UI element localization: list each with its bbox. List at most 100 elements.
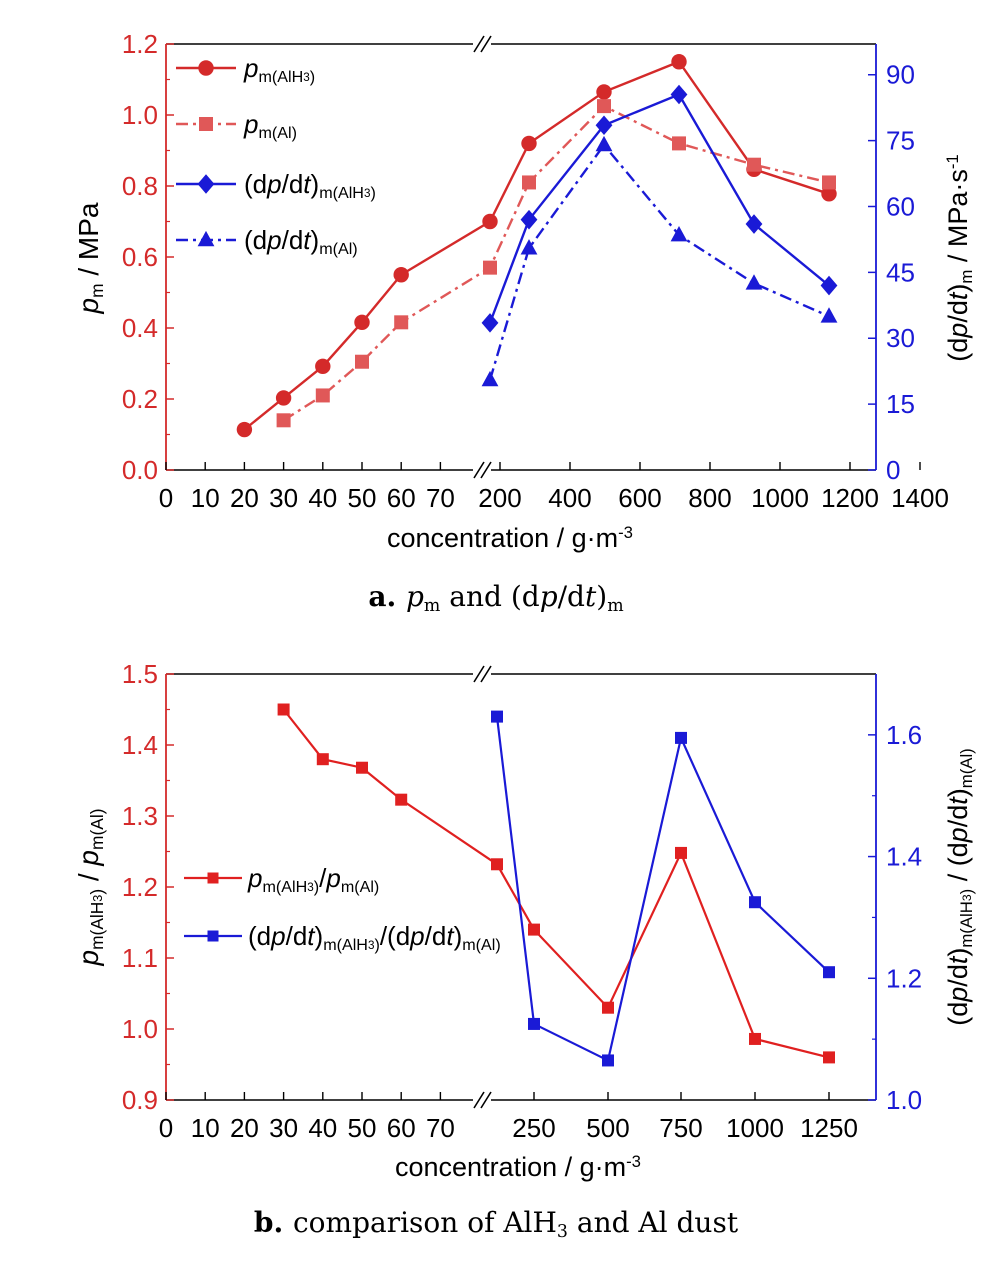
y-left-tick-label: 1.2 [122,872,158,902]
axis-break-bottom [480,1091,492,1109]
x-tick-label: 750 [659,1113,702,1143]
data-point [393,267,409,283]
y-left-tick-label: 0.6 [122,242,158,272]
data-point [481,370,499,387]
legend-marker [197,174,215,194]
x-tick-label: 70 [426,483,455,513]
y-axis-right-label: (dp/dt)m(AlH3) / (dp/dt)m(Al) [943,748,976,1025]
caption-b: b. comparison of AlH3 and Al dust [254,1206,739,1242]
data-point [670,84,688,105]
data-point [672,136,686,151]
x-tick-label: 250 [512,1113,555,1143]
data-point [316,753,329,766]
y-right-tick-label: 60 [886,191,915,221]
y-left-tick-label: 1.0 [122,100,158,130]
y-right-tick-label: 75 [886,126,915,156]
data-point [520,239,538,255]
y-right-tick-label: 90 [886,60,915,90]
x-tick-label: 30 [269,1113,298,1143]
x-tick-label: 30 [269,483,298,513]
y-right-tick-label: 1.6 [886,720,922,750]
caption-a: a. pm and (dp/dt)m [368,580,623,616]
data-point [276,413,291,428]
x-tick-label: 60 [387,1113,416,1143]
axis-break-top [480,665,492,683]
x-axis-label: concentration / g·m-3 [395,1152,641,1182]
legend-label: (dp/dt)m(Al) [244,225,358,258]
y-left-tick-label: 0.2 [122,384,158,414]
legend: pm(AlH3)/pm(Al) (dp/dt)m(AlH3)/(dp/dt)m(A… [184,863,501,954]
data-point [671,54,687,70]
data-point [597,99,611,114]
y-left-tick-label: 1.4 [122,730,158,760]
x-tick-label: 800 [688,483,731,513]
data-point [820,275,838,296]
legend-marker [199,117,213,131]
x-tick-label: 10 [191,1113,220,1143]
x-tick-label: 0 [159,483,173,513]
y-left-tick-label: 1.5 [122,659,158,689]
x-tick-label: 70 [426,1113,455,1143]
x-tick-label: 50 [348,483,377,513]
data-point [602,1054,614,1067]
data-point [528,1017,540,1030]
data-point [749,1032,761,1045]
data-point [491,858,503,871]
data-point [528,923,540,936]
series-line [282,104,830,422]
data-point [275,390,292,406]
axis-break-top [473,35,485,53]
x-tick-label: 50 [348,1113,377,1143]
y-axis-left-label: pm(AlH3) / pm(Al) [73,809,107,967]
y-left-tick-label: 1.0 [122,1014,158,1044]
data-point [315,388,330,403]
data-point [355,354,369,369]
x-tick-label: 600 [618,483,661,513]
data-point [354,314,370,331]
data-point [395,793,408,806]
x-tick-label: 40 [308,483,337,513]
y-right-tick-label: 1.0 [886,1085,922,1115]
data-point [356,761,368,774]
data-point [820,307,838,323]
axis-break-top [473,665,485,683]
y-left-tick-label: 0.8 [122,171,158,201]
legend-label: pm(AlH3) [243,53,315,86]
x-tick-label: 60 [387,483,416,513]
series-line [495,716,830,1063]
x-tick-label: 1000 [726,1113,784,1143]
legend-marker [197,230,215,247]
legend-marker [198,60,214,76]
data-point [522,175,536,190]
series-line [488,92,830,324]
data-point [747,157,761,172]
data-point [821,186,837,202]
legend-marker [207,930,219,942]
x-tick-label: 1000 [751,483,809,513]
x-tick-label: 1400 [891,483,949,513]
data-point [236,421,253,438]
y-right-tick-label: 45 [886,257,915,287]
data-point [602,1001,614,1014]
data-point [482,213,498,230]
series-line [488,143,830,381]
y-axis-left-label: pm / MPa [73,202,107,314]
legend-label: pm(AlH3)/pm(Al) [247,863,379,896]
axis-break-bottom [473,1091,485,1109]
x-tick-label: 40 [308,1113,337,1143]
data-point [481,313,499,333]
x-tick-label: 20 [230,483,259,513]
x-tick-label: 1250 [800,1113,858,1143]
x-tick-label: 1200 [821,483,879,513]
x-tick-label: 20 [230,1113,259,1143]
axis-break-bottom [480,461,492,479]
data-point [675,731,687,744]
chart-b: 0.9 1.0 1.1 1.2 1.3 1.4 1.5 1.0 1.2 1.4 1.6 0 10 20 30… [73,659,976,1242]
y-left-tick-label: 1.3 [122,801,158,831]
data-point [749,896,761,909]
data-point [277,703,290,716]
data-point [745,214,763,234]
y-left-tick-label: 1.1 [122,943,158,973]
data-point [491,710,503,723]
